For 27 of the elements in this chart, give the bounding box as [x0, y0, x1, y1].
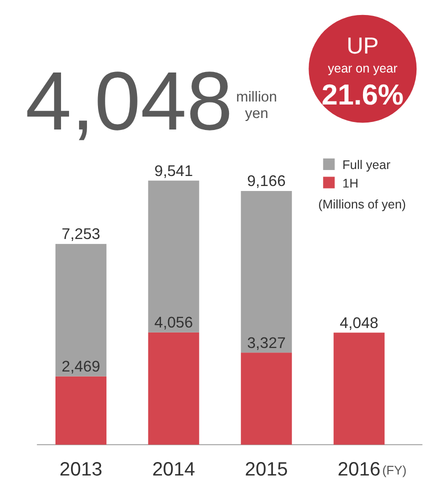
x-axis-title: (FY): [382, 464, 407, 478]
legend-title: (Millions of yen): [318, 198, 406, 212]
bar: [55, 244, 106, 376]
total-label: 7,253: [62, 226, 100, 244]
data-label: 4,056: [154, 314, 193, 332]
legend-label: 1H: [342, 176, 358, 190]
bar: [55, 376, 106, 445]
legend-label: Full year: [342, 158, 390, 172]
data-label: 4,048: [340, 314, 378, 332]
bar: [240, 190, 292, 353]
bar: [334, 332, 385, 445]
text: year on year: [328, 62, 398, 76]
x-tick-label: 2013: [60, 460, 102, 481]
x-tick-label: 2016: [338, 460, 381, 481]
x-tick-label: 2015: [244, 460, 288, 481]
data-label: 2,469: [62, 358, 100, 376]
text: UP: [346, 32, 379, 58]
x-tick-label: 2014: [152, 460, 196, 481]
bar: [148, 332, 200, 445]
chart-title: 4,048: [25, 54, 233, 148]
bar: [148, 180, 200, 332]
total-label: 9,166: [247, 173, 286, 190]
data-label: 3,327: [247, 334, 286, 352]
text: million yen: [236, 90, 278, 122]
total-label: 9,541: [154, 162, 193, 180]
bar: [240, 352, 292, 445]
text: 21.6%: [322, 79, 404, 112]
